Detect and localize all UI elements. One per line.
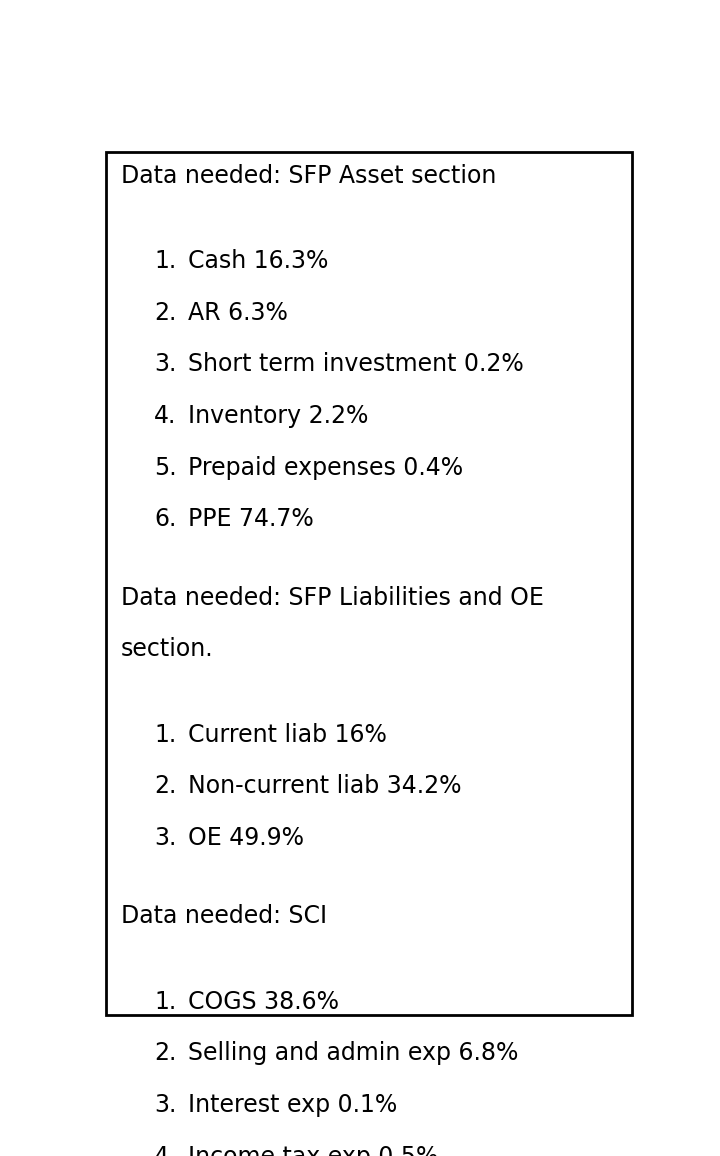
Text: Non-current liab 34.2%: Non-current liab 34.2%	[188, 775, 461, 799]
Text: PPE 74.7%: PPE 74.7%	[188, 507, 313, 532]
Text: Interest exp 0.1%: Interest exp 0.1%	[188, 1092, 397, 1117]
Text: Short term investment 0.2%: Short term investment 0.2%	[188, 353, 523, 377]
Text: 2.: 2.	[154, 1042, 176, 1066]
Text: 6.: 6.	[154, 507, 176, 532]
Text: 2.: 2.	[154, 301, 176, 325]
Text: COGS 38.6%: COGS 38.6%	[188, 990, 338, 1014]
Text: 3.: 3.	[154, 1092, 176, 1117]
Text: 4.: 4.	[154, 1144, 176, 1156]
Text: Data needed: SFP Asset section: Data needed: SFP Asset section	[121, 164, 496, 187]
Text: Income tax exp 0.5%: Income tax exp 0.5%	[188, 1144, 438, 1156]
Text: 5.: 5.	[154, 455, 177, 480]
Text: Cash 16.3%: Cash 16.3%	[188, 249, 328, 273]
Text: Data needed: SFP Liabilities and OE: Data needed: SFP Liabilities and OE	[121, 586, 544, 609]
Text: Prepaid expenses 0.4%: Prepaid expenses 0.4%	[188, 455, 463, 480]
FancyBboxPatch shape	[106, 153, 632, 1015]
Text: 3.: 3.	[154, 353, 176, 377]
Text: 4.: 4.	[154, 403, 176, 428]
Text: 2.: 2.	[154, 775, 176, 799]
Text: 1.: 1.	[154, 722, 176, 747]
Text: OE 49.9%: OE 49.9%	[188, 825, 304, 850]
Text: AR 6.3%: AR 6.3%	[188, 301, 287, 325]
Text: 1.: 1.	[154, 990, 176, 1014]
Text: Inventory 2.2%: Inventory 2.2%	[188, 403, 368, 428]
Text: 1.: 1.	[154, 249, 176, 273]
Text: Current liab 16%: Current liab 16%	[188, 722, 387, 747]
Text: section.: section.	[121, 637, 213, 661]
Text: Selling and admin exp 6.8%: Selling and admin exp 6.8%	[188, 1042, 518, 1066]
Text: Data needed: SCI: Data needed: SCI	[121, 904, 327, 928]
Text: 3.: 3.	[154, 825, 176, 850]
